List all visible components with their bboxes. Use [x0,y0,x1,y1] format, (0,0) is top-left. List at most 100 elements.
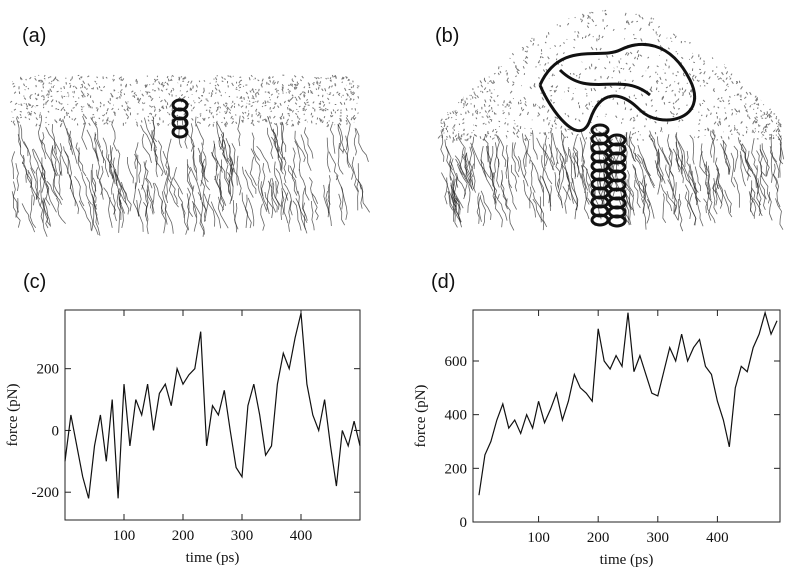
head-group [619,88,621,89]
lipid-tail [710,131,713,158]
head-group [151,106,153,107]
head-group [736,83,738,84]
head-group [219,90,221,93]
head-group [302,76,304,78]
head-group [242,105,243,106]
head-group [466,103,468,106]
head-group [472,132,473,133]
head-group [234,103,235,104]
head-group [186,91,188,92]
head-group [514,128,515,129]
head-group [624,86,626,89]
head-group [464,105,465,106]
lipid-tail [441,173,447,205]
lipid-tail [20,125,27,156]
head-group [172,75,174,76]
head-group [104,123,106,125]
head-group [193,86,194,88]
head-group [330,77,331,79]
head-group [479,112,480,113]
head-group [726,84,727,86]
head-group [492,138,493,140]
head-group [97,87,98,89]
head-group [444,125,445,127]
head-group [468,111,470,114]
head-group [231,116,233,119]
head-group [593,36,594,37]
head-group [714,122,716,125]
head-group [297,116,298,119]
head-group [166,89,167,90]
lipid-tail [12,151,15,179]
y-tick-label: 0 [460,515,468,531]
head-group [567,136,568,138]
head-group [215,85,216,86]
lipid-tail [497,159,500,188]
lipid-tail [725,190,732,213]
head-group [460,114,461,115]
head-group [687,105,688,106]
head-group [127,116,128,119]
head-group [73,86,74,87]
head-group [607,55,608,57]
head-group [216,81,217,82]
head-group [191,89,192,91]
head-group [244,97,245,100]
head-group [342,82,343,83]
head-group [552,74,553,76]
x-tick-label: 200 [172,528,195,544]
head-group [599,59,600,60]
head-group [714,90,715,92]
head-group [756,113,757,114]
lipid-tail [237,156,238,186]
head-group [207,100,208,101]
head-group [610,86,612,88]
head-group [549,122,550,125]
head-group [177,115,178,116]
head-group [561,126,562,129]
head-group [624,28,625,29]
head-group [305,120,307,121]
head-group [56,79,58,81]
lipid-tail [295,141,301,171]
head-group [520,100,521,102]
head-group [122,78,124,80]
head-group [312,116,313,118]
head-group [332,122,333,123]
head-group [565,129,566,132]
head-group [322,101,323,103]
head-group [746,92,748,94]
head-group [756,104,757,105]
head-group [695,76,696,78]
lipid-tail [268,116,276,144]
head-group [15,103,17,105]
head-group [556,86,558,88]
head-group [454,124,456,127]
head-group [669,84,670,86]
head-group [645,125,646,127]
head-group [545,42,546,43]
head-group [506,71,507,72]
head-group [275,89,277,90]
head-group [292,95,293,96]
head-group [517,71,519,74]
force-line [65,313,360,498]
head-group [79,78,80,80]
head-group [703,100,705,102]
head-group [209,110,210,111]
lipid-tail [757,151,766,176]
lipid-tail [262,163,265,196]
head-group [100,106,101,108]
head-group [331,85,332,87]
head-group [548,57,550,59]
lipid-tail [663,194,666,223]
head-group [27,106,28,108]
head-group [325,88,326,91]
lipid-tail [112,120,117,152]
head-group [320,101,321,102]
head-group [291,84,292,86]
head-group [672,90,674,91]
head-group [530,139,531,140]
head-group [744,97,746,99]
